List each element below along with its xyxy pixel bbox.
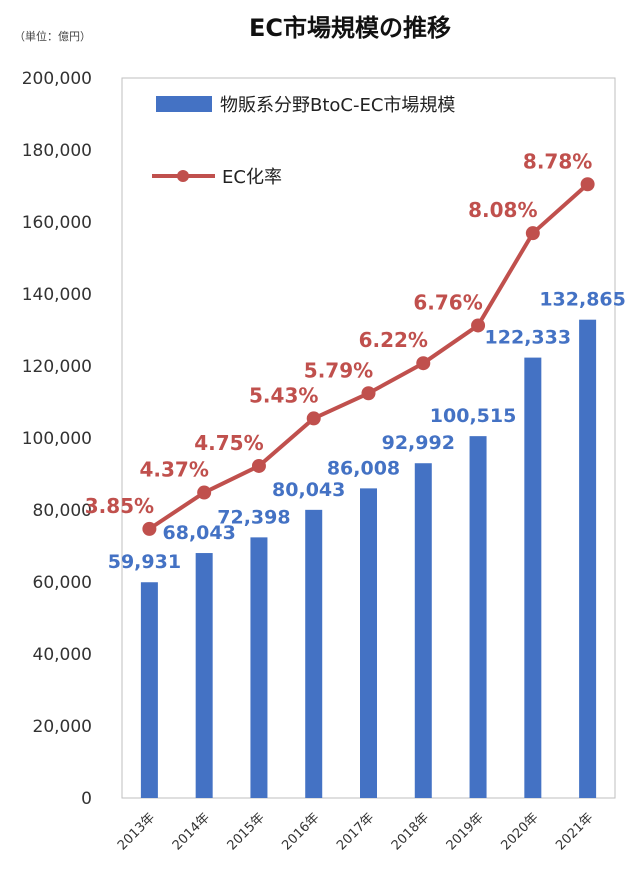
- y-tick-label: 120,000: [22, 357, 92, 377]
- x-tick-label: 2013年: [115, 810, 158, 853]
- rate-point: [361, 386, 376, 401]
- x-tick-label: 2018年: [389, 810, 432, 853]
- rate-data-label: 8.08%: [468, 198, 537, 222]
- bar-data-label: 92,992: [382, 432, 455, 454]
- x-tick-label: 2019年: [444, 810, 487, 853]
- y-tick-label: 80,000: [33, 501, 92, 521]
- y-tick-label: 160,000: [22, 213, 92, 233]
- rate-data-label: 3.85%: [85, 494, 154, 518]
- x-tick-label: 2016年: [279, 810, 322, 853]
- rate-data-label: 8.78%: [523, 149, 592, 173]
- y-tick-label: 180,000: [22, 141, 92, 161]
- chart-title: EC市場規模の推移: [249, 14, 451, 42]
- y-axis: 0 20,000 40,000 60,000 80,000 100,000 120,000 1…: [22, 69, 92, 809]
- x-axis: 2013年 2014年 2015年 2016年 2017年 2018年 2019年 2020年…: [115, 810, 596, 853]
- bar: [140, 582, 158, 798]
- y-tick-label: 60,000: [33, 573, 92, 593]
- rate-data-label: 4.75%: [194, 431, 263, 455]
- unit-label: （単位：億円）: [14, 29, 91, 43]
- rate-point: [251, 458, 266, 473]
- rate-data-label: 6.22%: [359, 328, 428, 352]
- legend-line-marker: [177, 170, 189, 182]
- bar: [524, 357, 542, 798]
- bar: [360, 488, 377, 798]
- bar: [469, 436, 487, 798]
- rate-point: [306, 411, 321, 426]
- rate-data-label: 4.37%: [139, 458, 208, 482]
- y-tick-label: 100,000: [22, 429, 92, 449]
- rate-point: [580, 177, 595, 192]
- bar-series: [140, 319, 597, 798]
- legend-bar-label: 物販系分野BtoC-EC市場規模: [220, 95, 455, 116]
- legend-bar-swatch: [156, 96, 212, 112]
- y-tick-label: 40,000: [33, 645, 92, 665]
- x-tick-label: 2020年: [498, 810, 541, 853]
- legend: 物販系分野BtoC-EC市場規模 EC化率: [152, 95, 455, 188]
- bar-data-label: 100,515: [430, 405, 517, 427]
- bar-data-label: 68,043: [163, 522, 236, 544]
- y-tick-label: 20,000: [33, 717, 92, 737]
- y-tick-label: 140,000: [22, 285, 92, 305]
- bar-data-label: 59,931: [108, 551, 181, 573]
- rate-point: [197, 485, 212, 500]
- bar: [250, 537, 268, 798]
- rate-point: [525, 226, 540, 241]
- x-tick-label: 2015年: [225, 810, 268, 853]
- rate-data-labels: 3.85% 4.37% 4.75% 5.43%5.79% 6.22% 6.76% 8.08%…: [85, 149, 593, 518]
- y-tick-label: 0: [81, 789, 92, 809]
- rate-data-label: 6.76%: [413, 290, 482, 314]
- bar-data-label: 80,043: [272, 479, 345, 501]
- rate-point: [471, 318, 486, 333]
- bar: [305, 509, 323, 798]
- bar-data-label: 122,333: [485, 327, 572, 349]
- y-tick-label: 200,000: [22, 69, 92, 89]
- legend-line-label: EC化率: [222, 167, 282, 188]
- bar-data-label: 72,398: [217, 506, 290, 528]
- x-tick-label: 2014年: [170, 810, 213, 853]
- bar-data-label: 86,008: [327, 457, 400, 479]
- bar: [195, 553, 213, 798]
- rate-data-label: 5.79%: [304, 358, 373, 382]
- bar: [579, 319, 597, 798]
- rate-point: [142, 521, 157, 536]
- rate-point: [416, 356, 431, 371]
- x-tick-label: 2021年: [553, 810, 596, 853]
- rate-series: [142, 177, 595, 536]
- x-tick-label: 2017年: [334, 810, 377, 853]
- bar: [414, 463, 432, 798]
- bar-data-label: 132,865: [539, 289, 625, 311]
- rate-data-label: 5.43%: [249, 383, 318, 407]
